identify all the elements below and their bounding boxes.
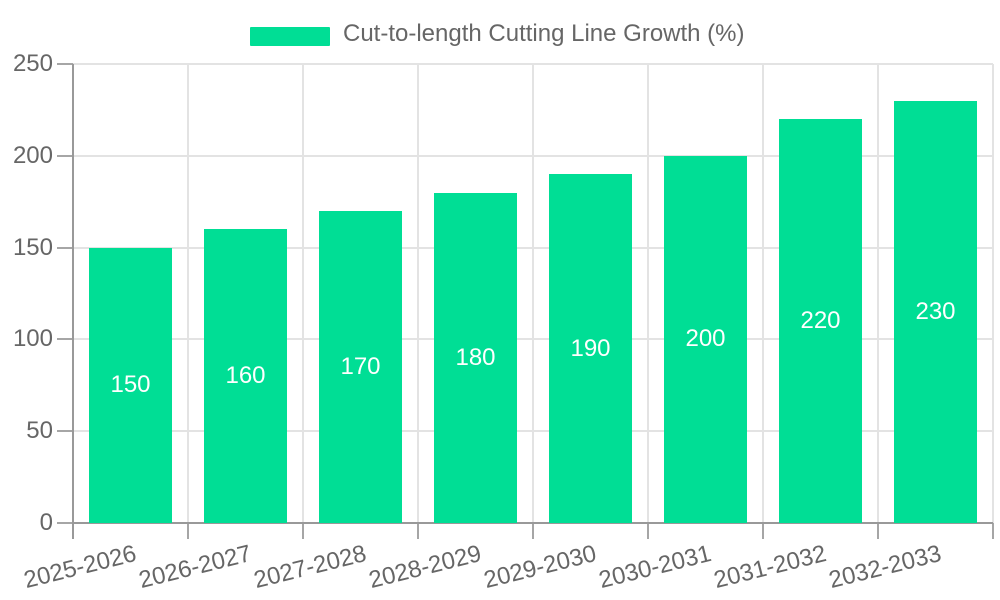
y-axis-tick [57,63,73,65]
bar-2031-2032[interactable]: 220 [779,119,862,523]
bar-value-label: 160 [225,362,266,390]
legend-label: Cut-to-length Cutting Line Growth (%) [343,20,745,47]
x-gridline [187,64,189,523]
x-gridline [877,64,879,523]
bar-value-label: 230 [915,297,956,325]
bar-2028-2029[interactable]: 180 [434,192,517,523]
y-axis-label: 50 [26,417,53,445]
x-gridline [417,64,419,523]
legend-color-swatch [250,27,330,46]
bar-2032-2033[interactable]: 230 [894,100,977,523]
bar-value-label: 150 [110,371,151,399]
y-axis-label: 150 [12,233,53,261]
y-axis-tick [57,430,73,433]
x-axis-label: 2028-2029 [365,540,484,594]
x-axis-label: 2025-2026 [20,540,139,594]
x-axis-tick [992,523,994,539]
x-axis-tick [417,523,419,539]
bar-value-label: 220 [800,307,841,335]
x-gridline [992,64,994,523]
y-axis-tick [57,246,73,249]
x-axis-label: 2032-2033 [825,540,944,594]
x-axis-line [73,522,993,524]
x-axis-label: 2031-2032 [710,540,829,594]
x-axis-tick [762,523,764,539]
x-gridline [762,64,764,523]
bar-2027-2028[interactable]: 170 [319,210,402,523]
y-axis-label: 0 [39,509,53,536]
x-axis-label: 2026-2027 [135,540,254,594]
x-axis-tick [302,523,304,539]
y-axis-label: 100 [12,325,53,353]
x-gridline [532,64,534,523]
bar-2025-2026[interactable]: 150 [89,247,172,523]
bar-2026-2027[interactable]: 160 [204,229,287,523]
y-axis-tick [57,338,73,341]
bar-value-label: 170 [340,352,381,380]
y-axis-tick [57,154,73,157]
x-axis-tick [532,523,534,539]
bar-value-label: 180 [455,343,496,371]
y-axis-label: 250 [12,50,53,77]
bar-value-label: 190 [570,334,611,362]
bar-2030-2031[interactable]: 200 [664,155,747,523]
x-axis-tick [647,523,649,539]
bar-2029-2030[interactable]: 190 [549,174,632,523]
y-axis-tick [57,522,73,524]
y-axis-label: 200 [12,141,53,169]
bar-value-label: 200 [685,325,726,353]
x-axis-label: 2029-2030 [480,540,599,594]
x-axis-tick [877,523,879,539]
x-gridline [302,64,304,523]
x-gridline [647,64,649,523]
x-axis-tick [187,523,189,539]
y-axis-line [72,64,74,539]
x-axis-label: 2027-2028 [250,540,369,594]
x-axis-label: 2030-2031 [595,540,714,594]
